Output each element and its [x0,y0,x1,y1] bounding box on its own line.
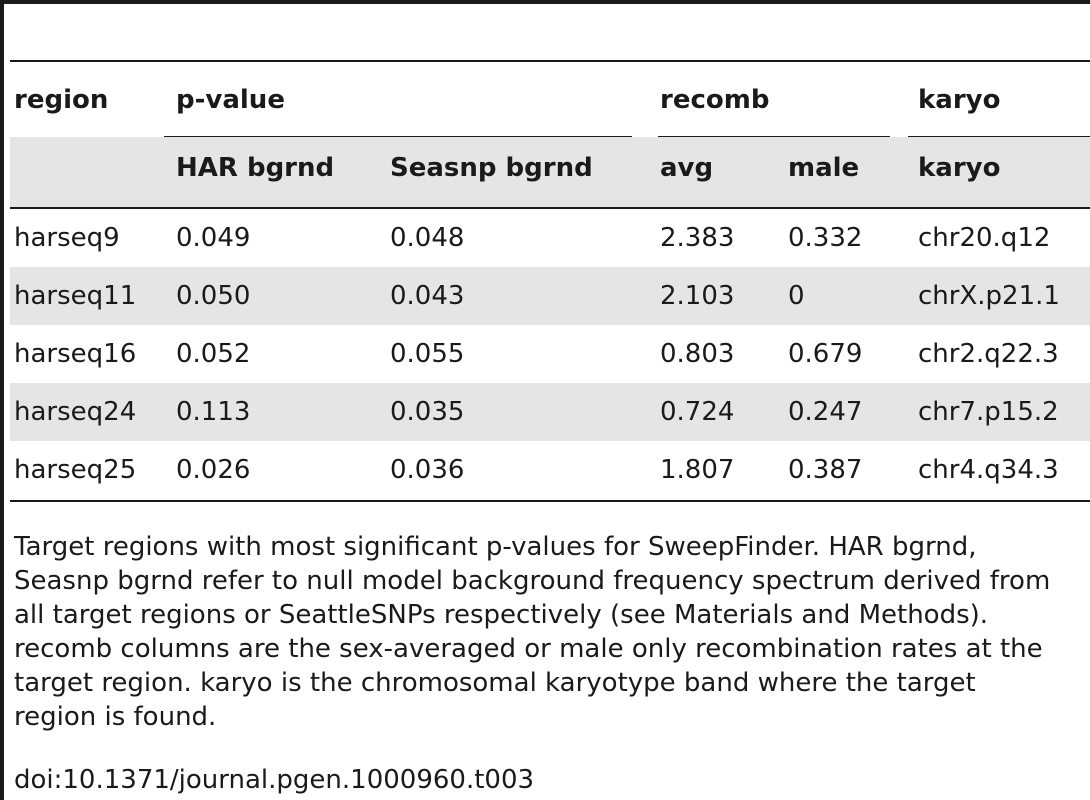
table-row-cell-har: 0.052 [176,339,251,369]
left-border [0,0,4,800]
table-footnote: Target regions with most significant p-v… [14,530,1090,734]
table-row-cell-har: 0.050 [176,281,251,311]
table-row-cell-region: harseq11 [14,281,137,311]
table-row-cell-avg: 0.803 [660,339,735,369]
header-pvalue: p-value [176,85,285,115]
footnote-line: Target regions with most significant p-v… [14,532,977,562]
table-row-cell-male: 0.387 [788,455,863,485]
table-row-cell-male: 0.247 [788,397,863,427]
table-row-cell-avg: 0.724 [660,397,735,427]
subheader-band [10,137,1090,207]
row-band-4 [10,383,1090,441]
table-row-cell-male: 0.332 [788,223,863,253]
table-row-cell-karyo: chr2.q22.3 [918,339,1059,369]
table-bottom-rule [10,500,1090,502]
row-band-2 [10,267,1090,325]
table-row-cell-karyo: chr4.q34.3 [918,455,1059,485]
table-row-cell-region: harseq9 [14,223,120,253]
table-row-cell-seasnp: 0.043 [390,281,465,311]
table-row-cell-seasnp: 0.036 [390,455,465,485]
footnote-line: recomb columns are the sex-averaged or m… [14,634,1043,664]
footnote-line: all target regions or SeattleSNPs respec… [14,600,989,630]
header-recomb: recomb [660,85,770,115]
footnote-line: target region. karyo is the chromosomal … [14,668,976,698]
table-row-cell-region: harseq16 [14,339,137,369]
table-row-cell-seasnp: 0.035 [390,397,465,427]
table-row-cell-region: harseq25 [14,455,137,485]
table-row-cell-region: harseq24 [14,397,137,427]
footnote-line: region is found. [14,702,217,732]
header-karyo: karyo [918,85,1001,115]
table-row-cell-seasnp: 0.055 [390,339,465,369]
table-row-cell-avg: 2.103 [660,281,735,311]
table-row-cell-avg: 1.807 [660,455,735,485]
table-row-cell-avg: 2.383 [660,223,735,253]
table-row-cell-male: 0.679 [788,339,863,369]
subheader-male: male [788,153,860,183]
table-row-cell-seasnp: 0.048 [390,223,465,253]
table-row-cell-male: 0 [788,281,805,311]
top-border [0,0,1090,4]
subheader-karyo: karyo [918,153,1001,183]
header-region: region [14,85,109,115]
header-bottom-rule [10,207,1090,209]
subheader-har-bgrnd: HAR bgrnd [176,153,335,183]
footnote-line: Seasnp bgrnd refer to null model backgro… [14,566,1051,596]
table-row-cell-har: 0.026 [176,455,251,485]
table-row-cell-har: 0.113 [176,397,251,427]
table-row-cell-karyo: chrX.p21.1 [918,281,1060,311]
subheader-seasnp-bgrnd: Seasnp bgrnd [390,153,593,183]
table-row-cell-karyo: chr7.p15.2 [918,397,1059,427]
table-row-cell-karyo: chr20.q12 [918,223,1051,253]
table-row-cell-har: 0.049 [176,223,251,253]
subheader-avg: avg [660,153,714,183]
doi-link[interactable]: doi:10.1371/journal.pgen.1000960.t003 [14,765,535,795]
table-top-rule [10,60,1090,62]
